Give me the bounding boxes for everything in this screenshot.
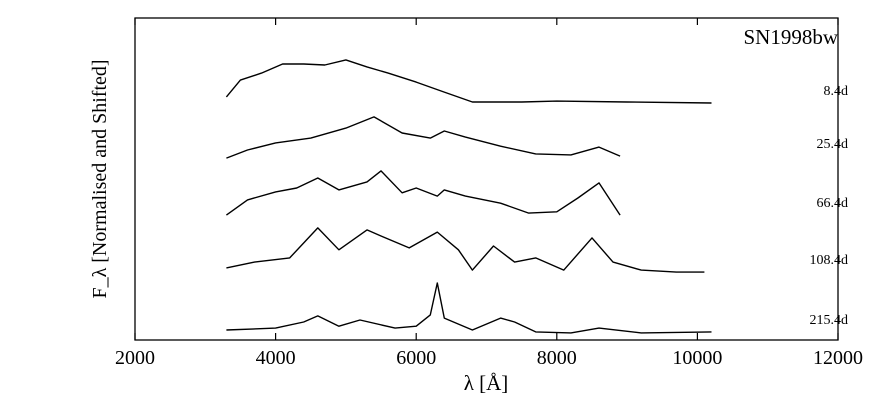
x-tick-label: 2000 — [115, 347, 155, 369]
spectrum-line — [225, 59, 712, 104]
series-label: 108.4d — [810, 253, 849, 268]
series-label: 8.4d — [824, 84, 849, 99]
x-tick-label: 6000 — [396, 347, 436, 369]
spectrum-line — [226, 282, 712, 334]
x-tick-label: 12000 — [813, 347, 863, 369]
series-label: 25.4d — [817, 137, 849, 152]
spectrum-line — [226, 116, 621, 159]
annotation: SN1998bw — [743, 25, 838, 49]
x-tick-label: 10000 — [672, 347, 722, 369]
series-label: 66.4d — [817, 196, 849, 211]
x-tick-label: 8000 — [537, 347, 577, 369]
x-tick-label: 4000 — [256, 347, 296, 369]
series-label: 215.4d — [810, 313, 849, 328]
y-axis-label: F_λ [Normalised and Shifted] — [89, 59, 111, 298]
spectrum-line — [226, 227, 705, 273]
spectrum-line — [225, 170, 621, 216]
plot-frame — [134, 17, 839, 341]
x-axis-label: λ [Å] — [464, 371, 509, 395]
